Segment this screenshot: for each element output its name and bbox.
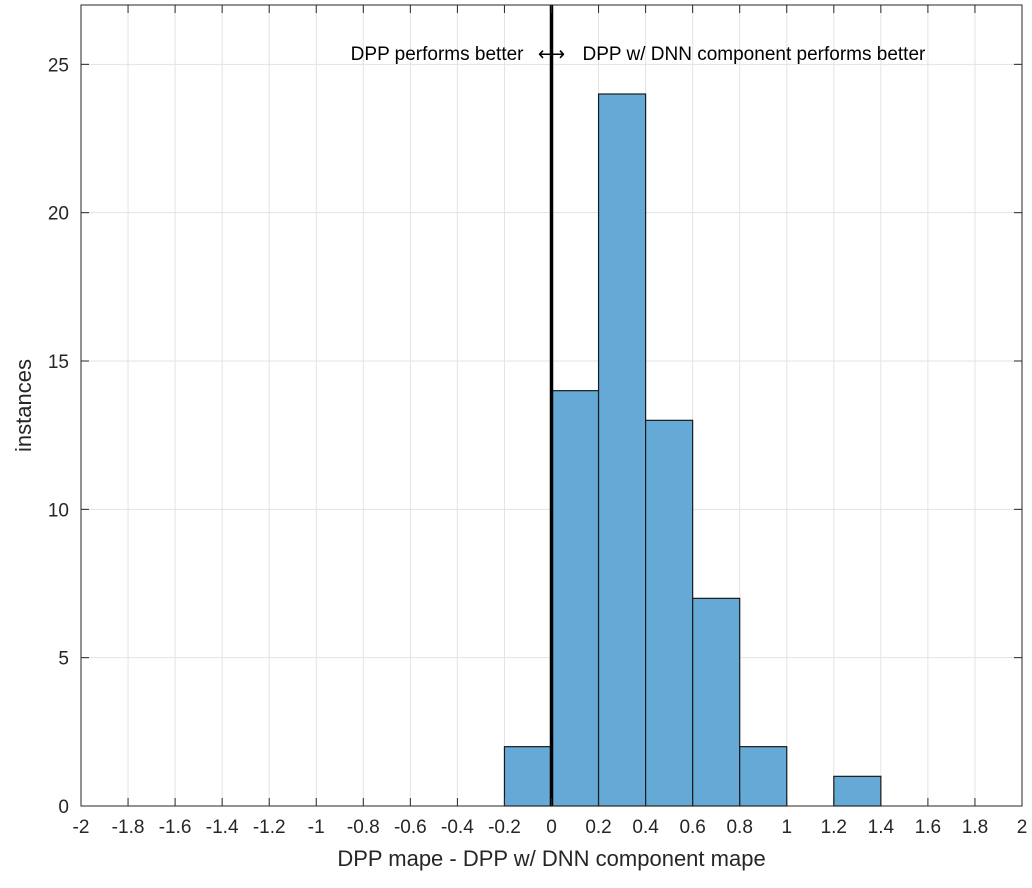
x-tick-label: 1.2 bbox=[821, 817, 847, 838]
y-tick-label: 10 bbox=[48, 500, 69, 521]
x-tick-label: 1.6 bbox=[915, 817, 941, 838]
x-tick-labels: -2 -1.8 -1.6 -1.4 -1.2 -1 -0.8 -0.6 -0.4 -0.2 0 0.2… bbox=[73, 817, 1028, 838]
y-tick-label: 0 bbox=[58, 797, 69, 818]
x-tick-label: -0.8 bbox=[347, 817, 380, 838]
x-tick-label: -0.2 bbox=[488, 817, 521, 838]
y-tick-label: 15 bbox=[48, 352, 69, 373]
x-tick-label: 0.2 bbox=[585, 817, 611, 838]
x-tick-label: -1.2 bbox=[253, 817, 286, 838]
x-axis-label: DPP mape - DPP w/ DNN component mape bbox=[337, 846, 765, 871]
histogram-bar bbox=[503, 746, 553, 807]
x-tick-label: 1.8 bbox=[962, 817, 988, 838]
x-tick-label: -1 bbox=[308, 817, 325, 838]
y-tick-label: 20 bbox=[48, 204, 69, 225]
histogram-bar bbox=[597, 93, 647, 807]
x-tick-label: -0.4 bbox=[441, 817, 474, 838]
x-tick-label: 1 bbox=[781, 817, 792, 838]
histogram-bar bbox=[644, 419, 694, 807]
x-tick-label: 0.6 bbox=[679, 817, 705, 838]
x-tick-label: -1.6 bbox=[159, 817, 192, 838]
x-tick-label: 0 bbox=[546, 817, 557, 838]
x-tick-label: 2 bbox=[1017, 817, 1028, 838]
histogram-bar bbox=[692, 597, 741, 807]
histogram-bar bbox=[739, 746, 788, 807]
y-axis-label: instances bbox=[11, 359, 36, 452]
x-tick-label: -1.8 bbox=[112, 817, 145, 838]
annotation-right: DPP w/ DNN component performs better bbox=[583, 44, 927, 65]
y-tick-label: 5 bbox=[58, 649, 69, 670]
y-tick-label: 25 bbox=[48, 55, 69, 76]
annotation-arrow: ⟷ bbox=[538, 44, 565, 65]
plot-axes bbox=[80, 4, 1023, 807]
x-tick-label: -1.4 bbox=[206, 817, 239, 838]
histogram-bars bbox=[503, 93, 882, 807]
histogram-bar bbox=[550, 390, 600, 807]
x-tick-label: 1.4 bbox=[868, 817, 895, 838]
x-tick-label: -2 bbox=[73, 817, 90, 838]
histogram-bar bbox=[833, 775, 882, 807]
y-tick-labels: 0 5 10 15 20 25 bbox=[48, 55, 69, 818]
x-tick-label: -0.6 bbox=[394, 817, 427, 838]
x-tick-label: 0.4 bbox=[632, 817, 659, 838]
x-tick-label: 0.8 bbox=[726, 817, 752, 838]
annotation-left: DPP performs better bbox=[351, 44, 525, 65]
